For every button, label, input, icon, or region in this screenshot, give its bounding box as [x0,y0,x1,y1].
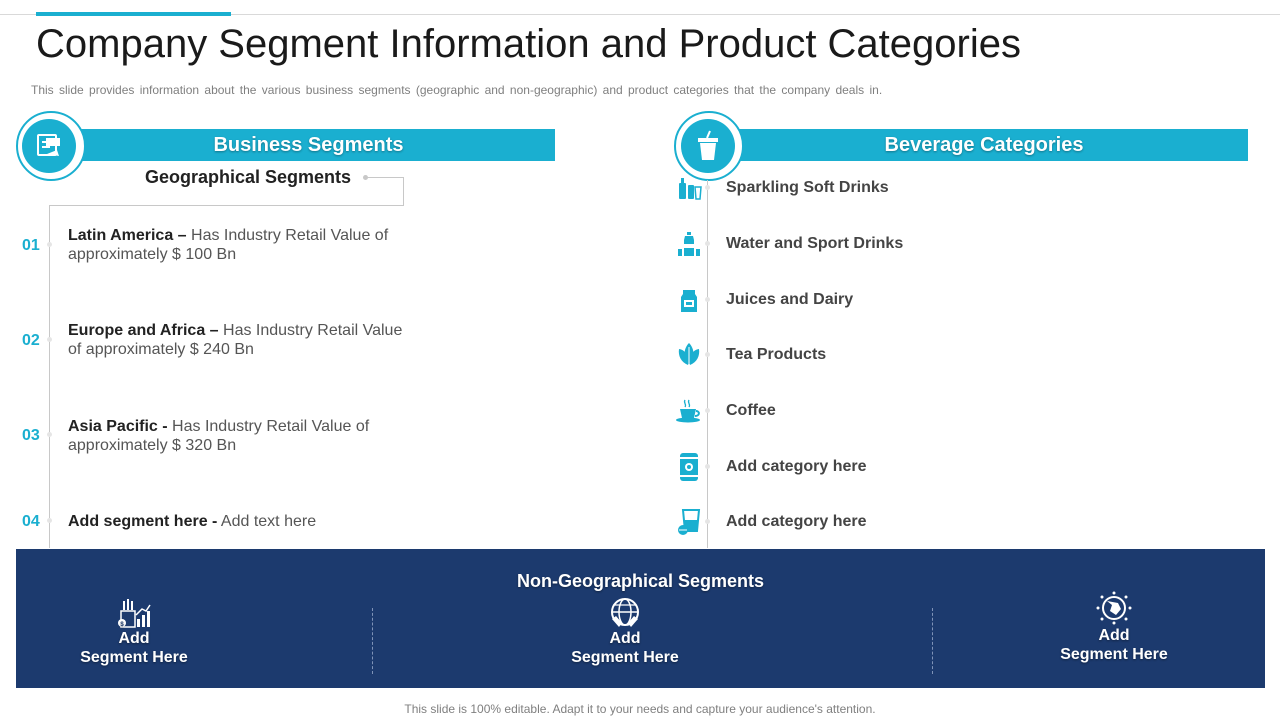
category-item: Water and Sport Drinks [674,229,903,259]
geographical-segments-title: Geographical Segments [145,167,352,187]
category-dot [705,297,710,302]
segment-number: 04 [22,513,40,530]
non-geo-segment: $ Add Segment Here [34,597,234,667]
bracket-line [49,205,404,206]
category-label: Water and Sport Drinks [726,235,904,252]
non-geographical-panel: Non-Geographical Segments $ Add Segment … [16,549,1265,688]
non-geo-segment: Add Segment Here [525,597,725,667]
segment-text: Asia Pacific - Has Industry Retail Value… [68,417,413,455]
category-dot [705,241,710,246]
segment-name: Latin America – [68,227,187,244]
segment-name: Add segment here - [68,513,218,530]
segment-description: Has Industry Retail Value of approximate… [68,418,370,454]
category-dot [705,185,710,190]
category-item: Add category here [674,507,866,537]
timeline-line [49,205,50,548]
timeline-dot [47,432,52,437]
segment-description: Has Industry Retail Value of approximate… [68,227,389,263]
segment-text: Latin America – Has Industry Retail Valu… [68,226,413,264]
can-icon [674,452,704,482]
segment-number: 03 [22,427,40,444]
non-geo-line2: Segment Here [1060,646,1168,663]
category-label: Sparkling Soft Drinks [726,179,889,196]
non-geo-line1: Add [609,630,641,647]
category-label: Juices and Dairy [726,291,854,308]
page-subtitle: This slide provides information about th… [31,83,883,97]
top-rule [0,14,1280,15]
panel-divider [372,608,373,674]
category-item: Sparkling Soft Drinks [674,173,889,203]
segment-text: Europe and Africa – Has Industry Retail … [68,321,413,359]
beverage-categories-header: Beverage Categories [720,129,1248,161]
category-item: Add category here [674,452,866,482]
water-bottle-icon [674,229,704,259]
segment-description: Has Industry Retail Value of approximate… [68,322,403,358]
coffee-cup-icon [674,396,704,426]
drink-cup-icon [681,119,735,173]
footer-note: This slide is 100% editable. Adapt it to… [404,702,876,716]
timeline-dot [47,518,52,523]
non-geo-segment: Add Segment Here [1014,591,1214,664]
non-geographical-title: Non-Geographical Segments [516,571,765,591]
segment-text: Add segment here - Add text here [68,512,413,531]
factory-chart-icon: $ [34,597,234,629]
category-line [707,180,708,548]
juice-carton-icon [674,285,704,315]
non-geo-line2: Segment Here [571,649,679,666]
category-label: Coffee [726,402,776,419]
category-item: Tea Products [674,340,826,370]
category-dot [705,408,710,413]
beverage-categories-title: Beverage Categories [884,133,1084,156]
bracket-line [403,177,404,205]
non-geo-line1: Add [118,630,150,647]
bracket-dot [363,175,368,180]
svg-text:$: $ [120,622,124,628]
category-item: Coffee [674,396,776,426]
category-dot [705,519,710,524]
presentation-board-icon [22,119,76,173]
category-label: Add category here [726,513,867,530]
panel-divider [932,608,933,674]
tea-leaves-icon [674,340,704,370]
category-dot [705,464,710,469]
segment-number: 02 [22,332,40,349]
category-dot [705,352,710,357]
soft-drinks-icon [674,173,704,203]
segment-number: 01 [22,237,40,254]
category-label: Add category here [726,458,867,475]
category-label: Tea Products [726,346,827,363]
globe-network-icon [1014,591,1214,626]
bracket-line [366,177,404,178]
glass-icon [674,507,704,537]
top-accent-bar [36,12,231,16]
segment-name: Europe and Africa – [68,322,219,339]
business-segments-header: Business Segments [62,129,555,161]
globe-hands-icon [525,597,725,629]
business-segments-title: Business Segments [213,133,404,156]
segment-description: Add text here [217,513,317,530]
non-geo-line1: Add [1098,627,1130,644]
timeline-dot [47,242,52,247]
category-item: Juices and Dairy [674,285,853,315]
non-geo-line2: Segment Here [80,649,188,666]
timeline-dot [47,337,52,342]
page-title: Company Segment Information and Product … [36,22,1021,66]
segment-name: Asia Pacific - [68,418,168,435]
